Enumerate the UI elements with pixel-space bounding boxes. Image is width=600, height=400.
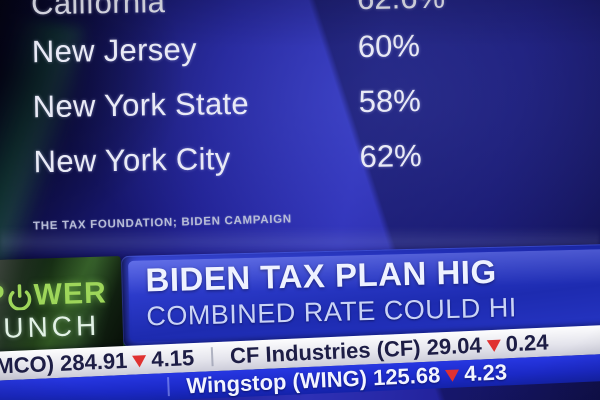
logo-text-bottom: LUNCH	[0, 309, 101, 345]
ticker-separator	[210, 347, 214, 367]
tax-rate-table: California 62.6% New Jersey 60% New York…	[31, 0, 600, 180]
rate-value: 58%	[358, 83, 422, 120]
logo-text-top: P WER	[0, 276, 107, 314]
table-row: New York State 58%	[32, 80, 599, 125]
power-icon	[6, 284, 33, 311]
logo-letters: WER	[33, 276, 108, 312]
table-row: New Jersey 60%	[32, 25, 599, 70]
rate-value: 62.6%	[357, 0, 445, 17]
state-label: New Jersey	[31, 31, 198, 70]
state-label: California	[30, 0, 166, 22]
down-arrow-icon	[486, 339, 501, 353]
stock-text: MCO) 284.91	[0, 347, 128, 379]
rate-value: 62%	[359, 138, 422, 175]
dark-corner-shadow	[0, 0, 260, 250]
table-row: New York City 62%	[33, 135, 600, 180]
logo-letter: P	[0, 279, 7, 314]
ticker-separator	[167, 377, 170, 397]
down-arrow-icon	[445, 369, 460, 383]
change-value: 0.24	[505, 329, 549, 356]
power-lunch-logo: P WER LUNCH	[0, 256, 124, 352]
state-label: New York City	[33, 141, 231, 180]
down-arrow-icon	[132, 355, 147, 368]
table-row: California 62.6%	[31, 0, 598, 22]
change-value: 4.23	[463, 358, 508, 386]
headline: BIDEN TAX PLAN HIG	[145, 252, 498, 299]
rate-value: 60%	[357, 28, 421, 65]
state-label: New York State	[32, 85, 250, 125]
subheadline: COMBINED RATE COULD HI	[145, 292, 518, 332]
change-value: 4.15	[150, 344, 195, 372]
